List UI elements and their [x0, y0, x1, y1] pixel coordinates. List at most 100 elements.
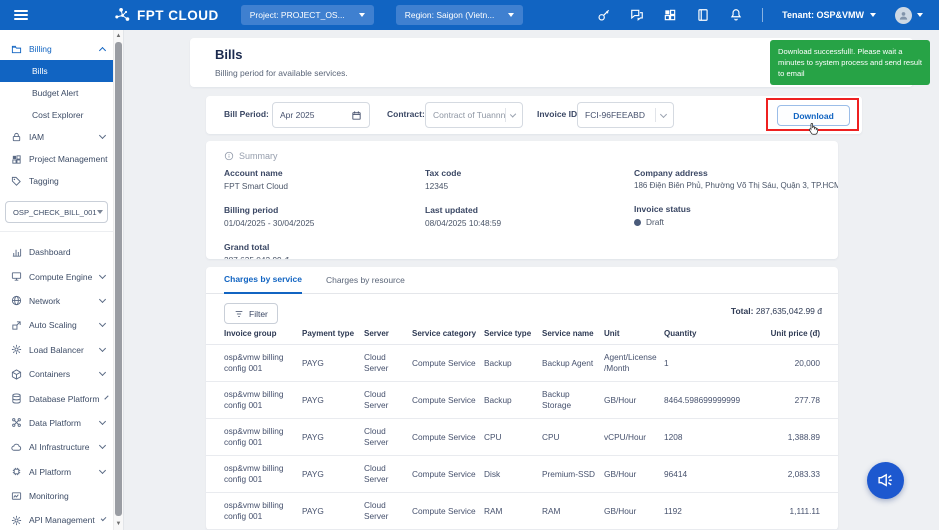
- invoice-id-label: Invoice ID:: [537, 109, 580, 119]
- invoice-id-select[interactable]: FCI-96FEEABD: [577, 102, 674, 128]
- table-row[interactable]: osp&vmw billing config 001 PAYG Cloud Se…: [206, 345, 838, 382]
- gear-icon: [11, 515, 22, 526]
- container-box-icon: [11, 369, 22, 380]
- bill-period-value: Apr 2025: [280, 110, 315, 120]
- scroll-up-arrow[interactable]: ▲: [114, 31, 123, 41]
- cell-invoice-group: osp&vmw billing config 001: [224, 389, 302, 411]
- sidebar-item-billing[interactable]: Billing: [0, 38, 113, 60]
- chevron-down-icon: [99, 345, 106, 352]
- user-menu[interactable]: [895, 7, 923, 24]
- cell-unit: GB/Hour: [604, 506, 664, 517]
- cell-quantity: 96414: [664, 469, 750, 479]
- cell-quantity: 1192: [664, 506, 750, 516]
- cell-payment-type: PAYG: [302, 395, 364, 405]
- hamburger-menu-icon[interactable]: [14, 10, 28, 20]
- scroll-down-arrow[interactable]: ▼: [114, 519, 123, 529]
- bill-period-label: Bill Period:: [224, 109, 269, 119]
- sidebar-item-auto-scaling[interactable]: Auto Scaling: [0, 313, 113, 337]
- cell-payment-type: PAYG: [302, 432, 364, 442]
- sidebar-item-iam[interactable]: IAM: [0, 126, 113, 148]
- last-updated-label: Last updated: [425, 205, 625, 215]
- sidebar-item-api-management[interactable]: API Management: [0, 508, 113, 530]
- table-row[interactable]: osp&vmw billing config 001 PAYG Cloud Se…: [206, 419, 838, 456]
- scrollbar-thumb[interactable]: [115, 42, 122, 516]
- chevron-down-icon: [508, 13, 514, 17]
- docs-icon[interactable]: [696, 8, 710, 22]
- table-row[interactable]: osp&vmw billing config 001 PAYG Cloud Se…: [206, 493, 838, 530]
- sidebar-item-bills[interactable]: Bills: [0, 60, 113, 82]
- table-row[interactable]: osp&vmw billing config 001 PAYG Cloud Se…: [206, 456, 838, 493]
- project-selector[interactable]: Project: PROJECT_OS...: [241, 5, 374, 25]
- cell-service-name: Premium-SSD: [542, 469, 604, 480]
- sidebar-item-project-management[interactable]: Project Management: [0, 148, 113, 170]
- sidebar-item-network[interactable]: Network: [0, 289, 113, 313]
- cell-service-type: Disk: [484, 469, 542, 479]
- notifications-bell-icon[interactable]: [729, 8, 743, 22]
- sidebar-item-budget-alert[interactable]: Budget Alert: [0, 82, 113, 104]
- cell-invoice-group: osp&vmw billing config 001: [224, 352, 302, 374]
- company-address-value: 186 Điện Biên Phủ, Phường Võ Thị Sáu, Qu…: [634, 181, 834, 190]
- project-select-dropdown[interactable]: OSP_CHECK_BILL_001: [5, 201, 108, 223]
- top-navbar: FPT CLOUD Project: PROJECT_OS... Region:…: [0, 0, 939, 30]
- cell-service-category: Compute Service: [412, 469, 484, 480]
- feedback-fab-button[interactable]: [867, 462, 904, 499]
- sidebar-item-ai-infrastructure[interactable]: AI Infrastructure: [0, 435, 113, 459]
- api-key-icon[interactable]: [597, 8, 611, 22]
- calendar-icon[interactable]: [351, 110, 362, 121]
- cell-service-name: Backup Agent: [542, 358, 604, 369]
- contract-select[interactable]: Contract of Tuannn52...: [425, 102, 523, 128]
- chevron-down-icon: [99, 296, 106, 303]
- table-row[interactable]: osp&vmw billing config 001 PAYG Cloud Se…: [206, 382, 838, 419]
- col-header-unit-price: Unit price (đ): [750, 329, 820, 338]
- filter-button[interactable]: Filter: [224, 303, 278, 324]
- billing-icon: [11, 44, 22, 55]
- sidebar-item-load-balancer[interactable]: Load Balancer: [0, 338, 113, 362]
- sidebar-item-ai-platform[interactable]: AI Platform: [0, 460, 113, 484]
- chip-icon: [11, 466, 22, 477]
- sidebar-item-cost-explorer[interactable]: Cost Explorer: [0, 104, 113, 126]
- cell-service-category: Compute Service: [412, 395, 484, 406]
- cell-service-name: RAM: [542, 506, 604, 517]
- chevron-down-icon: [99, 272, 106, 279]
- chevron-down-icon: [99, 418, 106, 425]
- cell-invoice-group: osp&vmw billing config 001: [224, 426, 302, 448]
- col-header-service-category: Service category: [412, 329, 484, 338]
- sidebar-item-data-platform[interactable]: Data Platform: [0, 411, 113, 435]
- sidebar-item-monitoring[interactable]: Monitoring: [0, 484, 113, 508]
- apps-grid-icon[interactable]: [663, 8, 677, 22]
- cell-service-name: Backup Storage: [542, 389, 604, 411]
- tab-charges-by-service[interactable]: Charges by service: [224, 274, 302, 294]
- sidebar-item-label: Dashboard: [29, 247, 71, 257]
- sidebar-item-containers[interactable]: Containers: [0, 362, 113, 386]
- sidebar-item-label: Bills: [32, 66, 48, 76]
- tax-code-value: 12345: [425, 181, 625, 191]
- bill-period-input[interactable]: Apr 2025: [272, 102, 370, 128]
- table-header-row: Invoice group Payment type Server Servic…: [206, 323, 838, 345]
- sidebar-item-database-platform[interactable]: Database Platform: [0, 386, 113, 410]
- cell-unit: Agent/License/Month: [604, 352, 664, 374]
- region-selector[interactable]: Region: Saigon (Vietn...: [396, 5, 524, 25]
- status-dot: [634, 219, 641, 226]
- sidebar-item-tagging[interactable]: Tagging: [0, 170, 113, 192]
- grand-total-value: 287,635,042.99 đ: [224, 255, 419, 259]
- fpt-molecule-icon: [114, 7, 131, 24]
- tenant-selector[interactable]: Tenant: OSP&VMW: [782, 10, 876, 20]
- cell-quantity: 1208: [664, 432, 750, 442]
- contract-label: Contract:: [387, 109, 425, 119]
- col-header-service-name: Service name: [542, 329, 604, 338]
- tab-charges-by-resource[interactable]: Charges by resource: [326, 275, 405, 293]
- cloud-icon: [11, 442, 22, 453]
- cell-unit-price: 1,388.89: [750, 432, 820, 442]
- sidebar-scrollbar[interactable]: ▲ ▼: [113, 30, 123, 530]
- chevron-down-icon: [99, 442, 106, 449]
- invoice-id-value: FCI-96FEEABD: [585, 110, 645, 120]
- filter-bar-card: Bill Period: Apr 2025 Contract: Contract…: [206, 96, 862, 134]
- support-chat-icon[interactable]: [630, 8, 644, 22]
- sidebar-item-dashboard[interactable]: Dashboard: [0, 240, 113, 264]
- sidebar-item-label: Project Management: [29, 154, 107, 164]
- invoice-status-value: Draft: [646, 217, 664, 227]
- cell-unit: GB/Hour: [604, 469, 664, 480]
- page-title: Bills: [215, 47, 242, 62]
- sidebar-item-compute-engine[interactable]: Compute Engine: [0, 264, 113, 288]
- sidebar-item-label: Compute Engine: [29, 272, 92, 282]
